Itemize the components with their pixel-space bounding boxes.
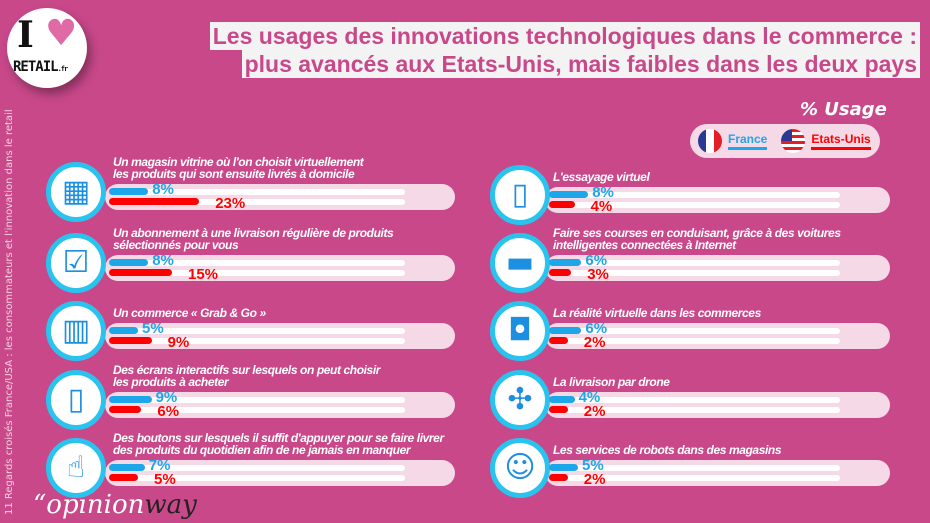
bar-track (545, 323, 890, 349)
value-label-france: 8% (152, 252, 174, 269)
phone-hanger-icon: ▯ (490, 165, 550, 225)
bar-track (105, 184, 455, 210)
value-label-france: 9% (155, 389, 178, 406)
value-label-usa: 2% (583, 471, 606, 488)
bar-track (545, 392, 890, 418)
legend: France Etats-Unis (690, 124, 880, 158)
bar-track (105, 323, 455, 349)
usa-flag-icon (781, 129, 806, 153)
value-label-usa: 2% (583, 403, 606, 420)
bar-france (109, 259, 149, 266)
bar-usa (549, 474, 568, 481)
bar-france (109, 327, 138, 334)
chart-title: % Usage (800, 99, 887, 120)
value-label-usa: 3% (587, 266, 609, 283)
bar-track (105, 392, 455, 418)
value-label-france: 6% (585, 252, 608, 269)
category-label: Faire ses courses en conduisant, grâce à… (553, 226, 841, 252)
opinionway-logo: “opinionway (33, 490, 197, 520)
bar-usa (109, 474, 138, 481)
value-label-usa: 9% (167, 334, 190, 351)
category-label: La livraison par drone (553, 375, 670, 389)
bar-france (549, 191, 589, 198)
legend-usa: Etats-Unis (811, 132, 871, 150)
robot-icon: ☺ (490, 438, 550, 498)
bar-track (105, 255, 455, 281)
bar-france (549, 396, 575, 403)
bar-track (105, 460, 455, 486)
category-label: Un commerce « Grab & Go » (113, 306, 266, 320)
value-label-usa: 23% (215, 195, 246, 212)
category-label: Des écrans interactifs sur lesquels on p… (113, 363, 381, 389)
vr-headset-icon: ◘ (490, 301, 550, 361)
touchscreen-basket-icon: ▯ (46, 370, 106, 430)
value-label-france: 5% (142, 320, 164, 337)
value-label-france: 6% (585, 320, 608, 337)
category-label: Un magasin vitrine où l'on choisit virtu… (113, 155, 364, 181)
bar-france (109, 396, 152, 403)
value-label-usa: 5% (154, 471, 176, 488)
value-label-france: 5% (582, 457, 604, 474)
bar-track (545, 255, 890, 281)
bar-france (549, 327, 582, 334)
bar-usa (109, 337, 152, 344)
car-icon: ▬ (490, 233, 550, 293)
value-label-france: 8% (152, 181, 174, 198)
value-label-france: 4% (578, 389, 601, 406)
press-button-hand-icon: ☝ (46, 438, 106, 498)
vending-machine-icon: ▥ (46, 301, 106, 361)
category-label: Les services de robots dans des magasins (553, 443, 782, 457)
bar-france (109, 464, 145, 471)
category-label: Des boutons sur lesquels il suffit d'app… (113, 431, 444, 457)
storefront-icon: ▦ (46, 162, 106, 222)
category-label: L'essayage virtuel (553, 170, 650, 184)
bar-track (545, 187, 890, 213)
category-label: Un abonnement à une livraison régulière … (113, 226, 394, 252)
legend-france: France (728, 132, 768, 150)
bar-usa (549, 201, 575, 208)
value-label-usa: 2% (583, 334, 606, 351)
bar-usa (109, 198, 200, 205)
bar-france (109, 188, 149, 195)
value-label-france: 7% (148, 457, 171, 474)
category-label: La réalité virtuelle dans les commerces (553, 306, 761, 320)
side-caption: 11 Regards croisés France/USA : les cons… (4, 109, 15, 515)
bar-usa (109, 269, 172, 276)
value-label-usa: 4% (590, 198, 613, 215)
bar-usa (549, 406, 568, 413)
bar-france (549, 259, 582, 266)
france-flag-icon (698, 129, 722, 153)
value-label-usa: 6% (157, 403, 180, 420)
bar-usa (549, 337, 568, 344)
subscription-box-icon: ☑ (46, 233, 106, 293)
value-label-usa: 15% (188, 266, 219, 283)
bar-track (545, 460, 890, 486)
value-label-france: 8% (592, 184, 614, 201)
bar-france (549, 464, 578, 471)
iloveretail-logo: I ♥ RETAIL.fr (7, 8, 87, 88)
bar-usa (549, 269, 572, 276)
drone-icon: ✣ (490, 370, 550, 430)
page-title: Les usages des innovations technologique… (209, 22, 920, 78)
bar-usa (109, 406, 142, 413)
